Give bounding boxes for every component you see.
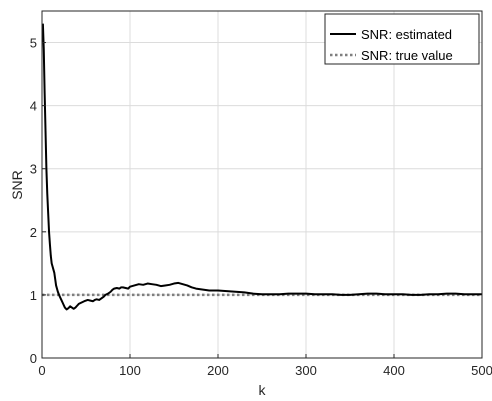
y-tick-label: 5 bbox=[30, 36, 37, 51]
grid bbox=[42, 11, 482, 358]
y-tick-label: 1 bbox=[30, 288, 37, 303]
series-layer bbox=[41, 23, 482, 311]
x-tick-label: 500 bbox=[471, 363, 492, 378]
ticks: 0 100 200 300 400 500 0 1 2 3 4 5 bbox=[30, 36, 492, 378]
x-tick-label: 300 bbox=[295, 363, 317, 378]
series-line-estimated bbox=[41, 23, 482, 311]
plot-border bbox=[41, 10, 483, 359]
legend: SNR: estimated SNR: true value bbox=[324, 13, 480, 65]
x-tick-label: 200 bbox=[207, 363, 229, 378]
plot-area bbox=[42, 11, 482, 358]
x-tick-label: 400 bbox=[383, 363, 405, 378]
y-tick-label: 3 bbox=[30, 162, 37, 177]
y-tick-label: 4 bbox=[30, 99, 37, 114]
y-tick-label: 2 bbox=[30, 225, 37, 240]
x-axis-label: k bbox=[259, 382, 267, 398]
y-axis-label: SNR bbox=[9, 170, 25, 200]
x-tick-label: 0 bbox=[38, 363, 45, 378]
legend-label-true-value: SNR: true value bbox=[361, 48, 453, 63]
legend-label-estimated: SNR: estimated bbox=[361, 27, 452, 42]
y-tick-label: 0 bbox=[30, 351, 37, 366]
x-tick-label: 100 bbox=[119, 363, 141, 378]
